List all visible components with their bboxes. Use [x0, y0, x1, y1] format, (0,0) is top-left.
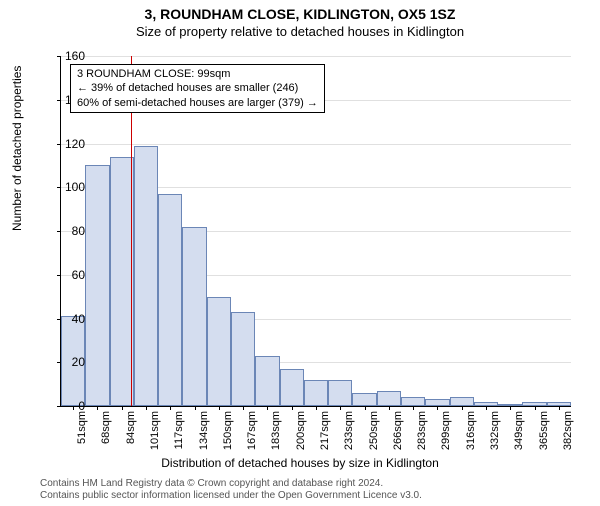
xtick-label: 250sqm	[368, 411, 380, 461]
xtick-label: 233sqm	[343, 411, 355, 461]
ytick-label: 60	[55, 268, 85, 282]
xtick-mark	[535, 406, 536, 410]
xtick-mark	[219, 406, 220, 410]
xtick-label: 200sqm	[295, 411, 307, 461]
info-box: 3 ROUNDHAM CLOSE: 99sqm ← 39% of detache…	[70, 64, 325, 113]
bar	[377, 391, 401, 406]
bar	[328, 380, 352, 406]
xtick-mark	[292, 406, 293, 410]
xtick-mark	[510, 406, 511, 410]
xtick-label: 84sqm	[125, 411, 137, 461]
xtick-label: 101sqm	[149, 411, 161, 461]
x-axis-label: Distribution of detached houses by size …	[0, 456, 600, 470]
ytick-label: 80	[55, 224, 85, 238]
footer-line: Contains public sector information licen…	[40, 490, 422, 502]
bar	[110, 157, 134, 406]
xtick-label: 51sqm	[76, 411, 88, 461]
xtick-mark	[195, 406, 196, 410]
xtick-label: 299sqm	[440, 411, 452, 461]
xtick-mark	[437, 406, 438, 410]
ytick-label: 0	[55, 399, 85, 413]
xtick-label: 167sqm	[246, 411, 258, 461]
xtick-mark	[170, 406, 171, 410]
xtick-label: 134sqm	[198, 411, 210, 461]
bar	[231, 312, 255, 406]
xtick-mark	[559, 406, 560, 410]
bar	[207, 297, 231, 406]
xtick-label: 183sqm	[270, 411, 282, 461]
xtick-mark	[340, 406, 341, 410]
bar	[280, 369, 304, 406]
info-line: 60% of semi-detached houses are larger (…	[77, 96, 318, 110]
xtick-mark	[413, 406, 414, 410]
xtick-label: 316sqm	[465, 411, 477, 461]
bar	[352, 393, 376, 406]
chart-title: 3, ROUNDHAM CLOSE, KIDLINGTON, OX5 1SZ	[0, 6, 600, 22]
bar	[182, 227, 206, 406]
bar	[450, 397, 474, 406]
xtick-mark	[316, 406, 317, 410]
ytick-label: 20	[55, 355, 85, 369]
xtick-mark	[267, 406, 268, 410]
xtick-label: 117sqm	[173, 411, 185, 461]
xtick-label: 266sqm	[392, 411, 404, 461]
xtick-mark	[486, 406, 487, 410]
xtick-label: 332sqm	[489, 411, 501, 461]
info-line: 3 ROUNDHAM CLOSE: 99sqm	[77, 67, 318, 81]
ytick-label: 120	[55, 137, 85, 151]
xtick-mark	[122, 406, 123, 410]
xtick-mark	[365, 406, 366, 410]
xtick-label: 217sqm	[319, 411, 331, 461]
chart-subtitle: Size of property relative to detached ho…	[0, 24, 600, 39]
xtick-mark	[243, 406, 244, 410]
xtick-label: 68sqm	[100, 411, 112, 461]
grid-line	[61, 56, 571, 57]
xtick-mark	[389, 406, 390, 410]
ytick-label: 160	[55, 49, 85, 63]
xtick-label: 283sqm	[416, 411, 428, 461]
grid-line	[61, 144, 571, 145]
bar	[255, 356, 279, 406]
y-axis-label: Number of detached properties	[10, 66, 24, 231]
xtick-mark	[146, 406, 147, 410]
bar	[134, 146, 158, 406]
footer-line: Contains HM Land Registry data © Crown c…	[40, 478, 422, 490]
xtick-label: 382sqm	[562, 411, 574, 461]
xtick-mark	[462, 406, 463, 410]
bar	[304, 380, 328, 406]
xtick-mark	[97, 406, 98, 410]
info-line: ← 39% of detached houses are smaller (24…	[77, 81, 318, 95]
bar	[85, 165, 109, 406]
xtick-label: 349sqm	[513, 411, 525, 461]
xtick-label: 365sqm	[538, 411, 550, 461]
xtick-label: 150sqm	[222, 411, 234, 461]
ytick-label: 40	[55, 312, 85, 326]
bar	[158, 194, 182, 406]
ytick-label: 100	[55, 180, 85, 194]
bar	[401, 397, 425, 406]
footer: Contains HM Land Registry data © Crown c…	[40, 478, 422, 502]
chart-container: 3, ROUNDHAM CLOSE, KIDLINGTON, OX5 1SZ S…	[0, 6, 600, 506]
